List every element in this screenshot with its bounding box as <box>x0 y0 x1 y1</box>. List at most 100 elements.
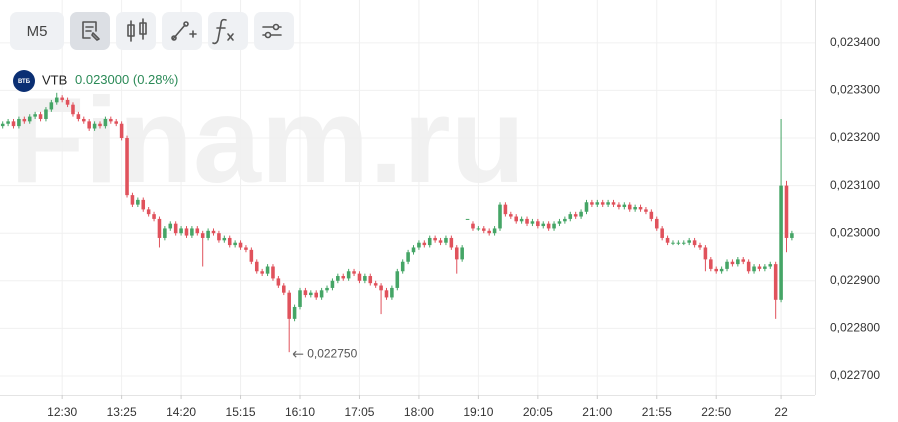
candle-body <box>530 221 535 224</box>
notes-button[interactable] <box>70 12 110 50</box>
y-tick-label: 0,022800 <box>830 321 880 335</box>
candle <box>136 197 140 208</box>
y-tick-label: 0,022900 <box>830 273 880 287</box>
draw-icon <box>171 21 197 41</box>
candle-body <box>222 237 227 241</box>
candle-body <box>703 247 708 260</box>
candle <box>719 266 724 274</box>
candle-body <box>157 218 162 238</box>
candles <box>0 92 794 353</box>
candle <box>741 256 746 265</box>
toolbar: M5 <box>10 12 294 50</box>
candle <box>184 226 189 238</box>
candle-body <box>33 114 37 117</box>
candle-body <box>487 230 491 234</box>
candle-body <box>92 123 97 129</box>
candle-body <box>152 214 156 219</box>
candle-body <box>373 283 378 286</box>
candle <box>557 218 562 227</box>
price: 0.023000 <box>75 72 129 87</box>
candle <box>71 102 75 117</box>
candle <box>736 256 740 267</box>
candle-body <box>336 276 340 281</box>
candle <box>682 240 686 246</box>
indicators-button[interactable] <box>208 12 248 50</box>
candle <box>22 116 27 124</box>
candle <box>611 199 616 208</box>
candle <box>660 226 664 241</box>
watermark: Finam.ru <box>10 72 525 208</box>
candle <box>633 204 637 212</box>
candle-body <box>114 121 118 124</box>
candle-body <box>438 240 443 243</box>
candle-body <box>341 276 346 279</box>
y-tick-label: 0,023100 <box>830 178 880 192</box>
candle <box>773 261 778 319</box>
interval-button[interactable]: M5 <box>10 12 64 50</box>
candle-body <box>217 233 221 241</box>
candle <box>163 226 167 241</box>
candle <box>417 240 421 250</box>
candle <box>92 121 97 131</box>
settings-button[interactable] <box>254 12 294 50</box>
candle-body <box>76 114 81 119</box>
button-bg <box>10 12 64 50</box>
candle <box>54 92 59 105</box>
candle <box>44 107 48 122</box>
y-tick-label: 0,023000 <box>830 225 880 239</box>
candle <box>238 240 243 250</box>
candle-body <box>109 118 113 122</box>
chart-type-button[interactable] <box>116 12 156 50</box>
candle <box>665 235 670 246</box>
candle-body <box>671 242 675 244</box>
candle <box>60 95 64 103</box>
candle <box>519 216 524 224</box>
candle <box>509 211 513 219</box>
candle <box>427 235 432 248</box>
y-tick-label: 0,023200 <box>830 130 880 144</box>
candle-body <box>676 242 681 244</box>
candle <box>698 242 702 250</box>
candle <box>768 261 773 269</box>
x-tick-label: 14:20 <box>166 405 196 419</box>
candle <box>471 221 475 231</box>
candle-body <box>363 276 367 281</box>
candle-body <box>271 266 275 279</box>
candle-body <box>633 207 637 210</box>
candle <box>438 237 443 246</box>
candle-body <box>254 261 259 272</box>
x-tick-label: 13:25 <box>107 405 137 419</box>
candle-body <box>130 195 135 205</box>
candle <box>492 226 497 236</box>
candle-body <box>498 204 502 229</box>
candle-body <box>368 276 373 284</box>
candle-body <box>503 204 508 215</box>
candle <box>363 273 367 284</box>
candles-icon <box>127 18 147 42</box>
x-tick-label: 19:10 <box>463 405 493 419</box>
candle-body <box>519 218 524 222</box>
candle-body <box>287 292 291 319</box>
candle <box>482 226 486 234</box>
x-tick-label: 18:00 <box>404 405 434 419</box>
candle <box>276 276 281 288</box>
candle <box>460 245 464 262</box>
candle-body <box>427 237 432 246</box>
candle-body <box>211 230 216 234</box>
candle-body <box>141 199 146 210</box>
candle-body <box>265 266 270 274</box>
candle-body <box>417 242 421 248</box>
drawing-button[interactable] <box>162 12 202 50</box>
candle-body <box>103 118 108 127</box>
candle <box>103 116 108 129</box>
candle-body <box>314 292 318 298</box>
candle <box>692 237 697 248</box>
candle-body <box>563 218 567 222</box>
candle <box>703 245 708 272</box>
candle <box>179 226 183 236</box>
candle-body <box>784 185 789 238</box>
candle <box>454 245 459 274</box>
candle <box>541 221 546 229</box>
candle <box>503 202 508 217</box>
candle <box>87 118 91 131</box>
